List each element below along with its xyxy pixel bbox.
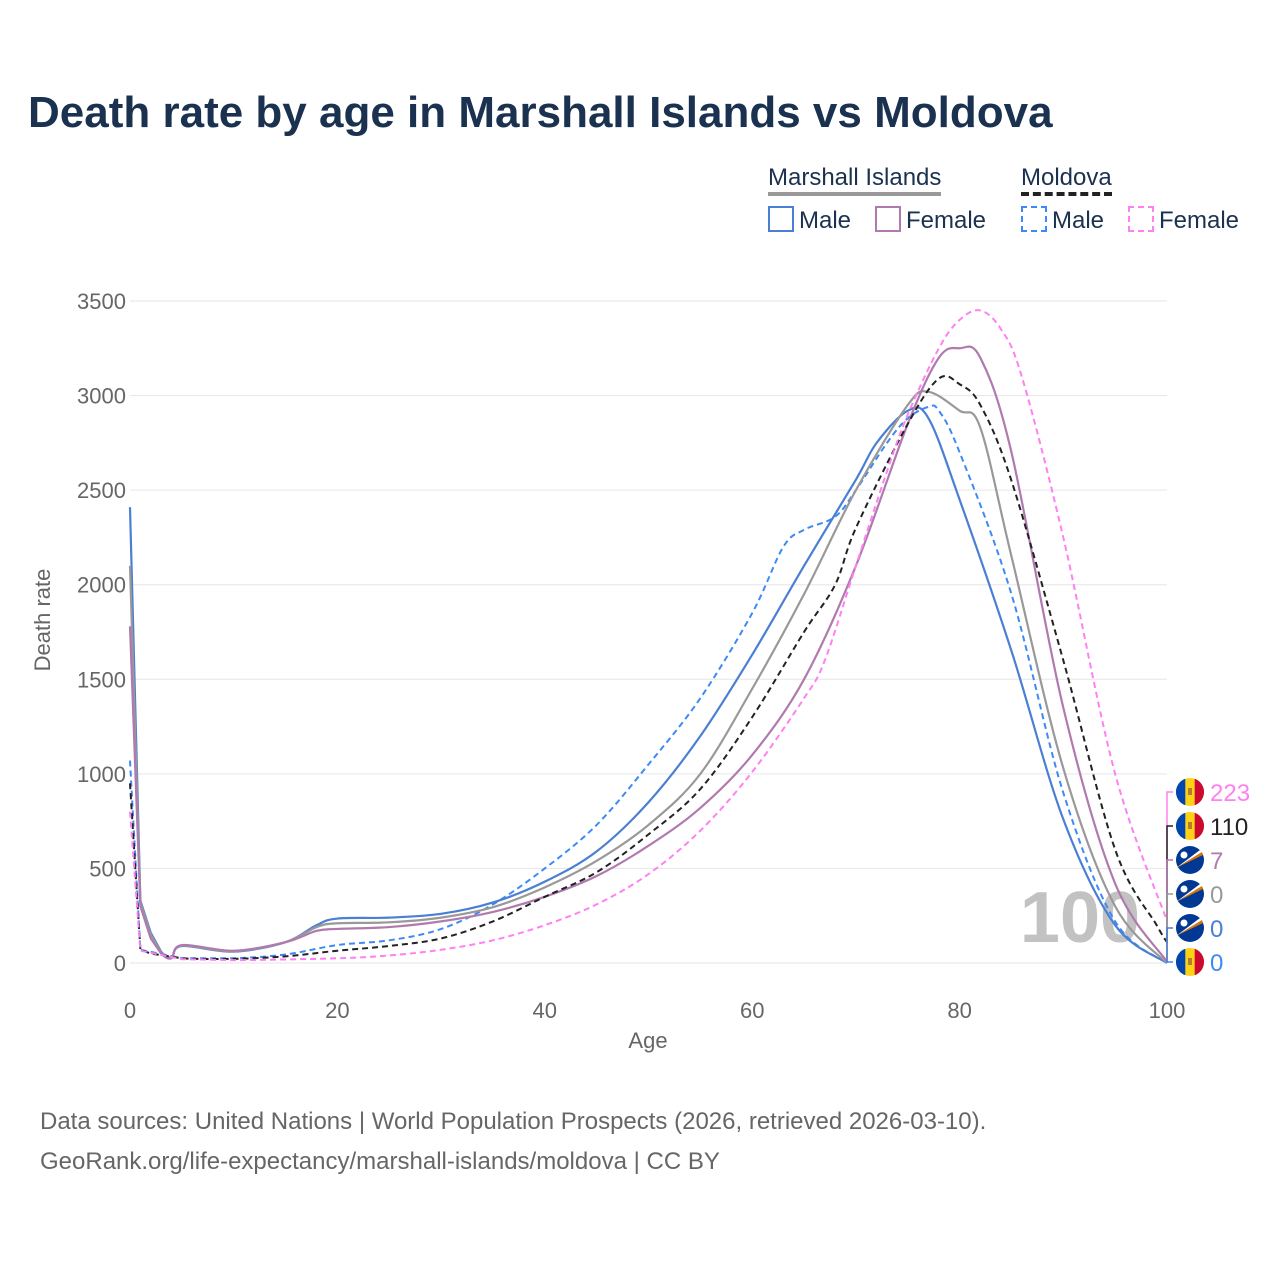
end-value-label: 0 [1210,916,1223,943]
flag-star [1180,919,1188,927]
legend-label: Male [799,207,852,234]
end-value-label: 0 [1210,882,1223,909]
source-line-1: Data sources: United Nations | World Pop… [40,1108,987,1135]
legend-marshall-male[interactable]: Male [768,206,851,235]
y-tick-label: 3000 [77,384,126,409]
y-tick-label: 1000 [77,762,126,787]
flag-emblem [1188,958,1192,965]
series-line-marshall-islands-male [128,406,1168,964]
y-tick-label: 2500 [77,478,126,503]
flag-stripe [1175,948,1186,976]
source-line-2: GeoRank.org/life-expectancy/marshall-isl… [40,1148,720,1175]
chart-title: Death rate by age in Marshall Islands vs… [28,88,1053,137]
end-value-label: 7 [1210,848,1223,875]
legend-group-moldova: Moldova [1021,164,1112,196]
series-line-marshall-islands-female [128,345,1168,963]
flag-star [1180,885,1188,893]
flag-stripe [1176,852,1203,868]
y-tick-label: 3500 [77,289,126,314]
label-connector [1166,791,1173,921]
flag-emblem [1188,788,1192,795]
y-tick-label: 500 [89,856,126,881]
flag-stripe [1176,884,1202,902]
series-line-moldova-male [129,404,1168,964]
label-connector [1166,859,1173,962]
series-line-moldova [129,375,1168,961]
flag-stripe [1175,812,1186,840]
y-tick-label: 1500 [77,667,126,692]
y-axis-label: Death rate [30,569,55,672]
legend-moldova-female[interactable]: Female [1128,206,1239,235]
x-tick-label: 40 [533,998,557,1023]
flag-stripe [1176,886,1203,902]
flag-stripe [1175,778,1186,806]
series-line-marshall-islands [128,390,1168,964]
legend-label: Female [1159,207,1240,234]
legend-label: Male [1052,207,1105,234]
x-tick-label: 20 [325,998,349,1023]
flag-stripe [1194,812,1205,840]
flag-stripe [1194,778,1205,806]
end-value-label: 223 [1210,780,1250,807]
y-tick-label: 2000 [77,573,126,598]
flag-emblem [1188,822,1192,829]
flag-stripe [1176,920,1203,936]
flag-stripe [1176,850,1202,868]
age-watermark: 100 [1020,878,1140,958]
legend-marshall-female[interactable]: Female [875,206,986,235]
legend-moldova-male[interactable]: Male [1021,206,1104,235]
label-connector [1166,825,1173,943]
flag-stripe [1194,948,1205,976]
x-axis-label: Age [628,1028,667,1053]
label-connector [1166,927,1173,963]
series-line-moldova-female [129,309,1168,962]
label-connector [1166,961,1173,963]
flag-star [1180,851,1188,859]
x-tick-label: 80 [947,998,971,1023]
x-tick-label: 60 [740,998,764,1023]
y-tick-label: 0 [114,951,126,976]
x-tick-label: 100 [1149,998,1186,1023]
end-value-label: 0 [1210,950,1223,977]
end-value-label: 110 [1210,814,1248,841]
x-tick-label: 0 [124,998,136,1023]
flag-stripe [1176,918,1202,936]
legend-label: Female [906,207,987,234]
legend-group-marshall: Marshall Islands [768,164,942,196]
